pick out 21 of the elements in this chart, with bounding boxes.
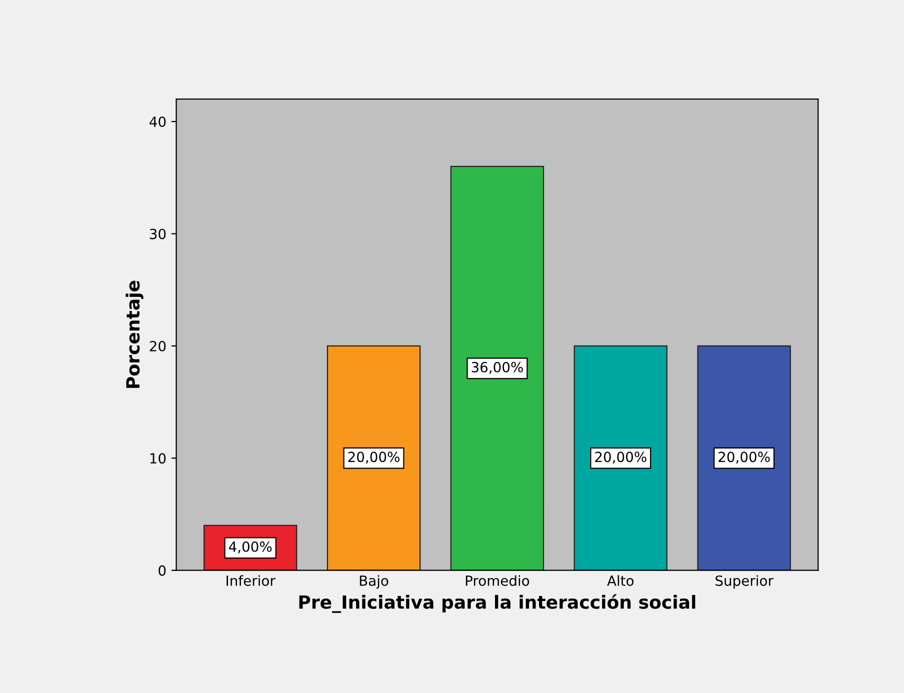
y-axis-title: Porcentaje bbox=[126, 280, 144, 388]
x-tick-label: Promedio bbox=[466, 575, 530, 586]
y-tick-label: 20 bbox=[150, 340, 166, 352]
x-tick-label: Superior bbox=[716, 575, 774, 589]
y-tick-label: 0 bbox=[158, 565, 166, 576]
data-label: 20,00% bbox=[348, 452, 400, 464]
data-label: 20,00% bbox=[718, 452, 770, 464]
y-tick-label: 10 bbox=[150, 453, 166, 464]
bar bbox=[697, 345, 791, 570]
data-label: 36,00% bbox=[472, 362, 523, 374]
x-axis-title: Pre_Iniciativa para la interacción social bbox=[299, 594, 696, 613]
x-tick-label: Alto bbox=[607, 575, 634, 586]
y-tick-label: 40 bbox=[150, 116, 166, 128]
data-label: 4,00% bbox=[228, 541, 272, 554]
x-tick-label: Inferior bbox=[226, 575, 276, 586]
bar bbox=[450, 166, 544, 570]
data-label: 20,00% bbox=[595, 452, 646, 464]
bar bbox=[326, 345, 421, 570]
x-tick-label: Bajo bbox=[360, 575, 388, 589]
y-tick-label: 30 bbox=[150, 228, 166, 240]
bar bbox=[574, 345, 668, 570]
